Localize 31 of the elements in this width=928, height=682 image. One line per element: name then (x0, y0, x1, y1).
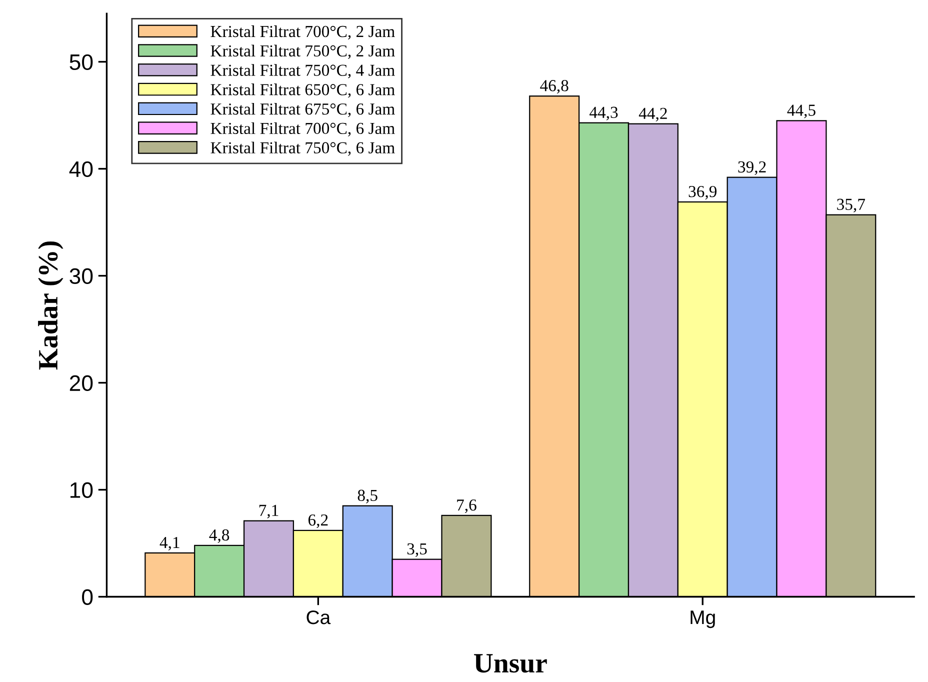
legend-label: Kristal Filtrat 650°C, 6 Jam (210, 84, 395, 98)
data-label: 8,5 (358, 490, 378, 504)
data-label: 39,2 (738, 161, 766, 175)
y-axis-title: Kadar (%) (38, 241, 64, 370)
data-label: 7,6 (457, 499, 476, 514)
legend-label: Kristal Filtrat 675°C, 6 Jam (210, 102, 395, 118)
y-tick-label: 50 (70, 54, 93, 70)
data-label: 44,5 (787, 104, 816, 118)
data-label: 44,2 (638, 108, 667, 122)
y-tick-label: 30 (70, 268, 93, 284)
data-label: 6,2 (308, 514, 328, 528)
data-label: 3,5 (407, 543, 427, 557)
data-label: 36,9 (688, 186, 717, 200)
y-tick-label: 0 (82, 589, 93, 606)
x-tick-label: Ca (306, 610, 331, 624)
data-label: 4,8 (209, 529, 230, 544)
data-label: 4,1 (160, 536, 180, 551)
legend-label: Kristal Filtrat 750°C, 6 Jam (210, 142, 395, 156)
y-tick-label: 20 (70, 375, 93, 392)
x-tick-label: Mg (690, 610, 715, 628)
data-label: 44,3 (590, 106, 618, 120)
y-tick-label: 10 (70, 482, 93, 498)
data-label: 7,1 (259, 504, 278, 518)
x-axis-title: Unsur (474, 654, 547, 673)
legend-label: Kristal Filtrat 750°C, 4 Jam (210, 64, 395, 78)
legend-label: Kristal Filtrat 700°C, 2 Jam (210, 25, 395, 40)
y-tick-label: 40 (69, 161, 93, 178)
data-label: 35,7 (837, 198, 866, 212)
legend-label: Kristal Filtrat 750°C, 2 Jam (210, 44, 395, 59)
data-label: 46,8 (540, 80, 568, 94)
legend-label: Kristal Filtrat 700°C, 6 Jam (210, 122, 395, 136)
